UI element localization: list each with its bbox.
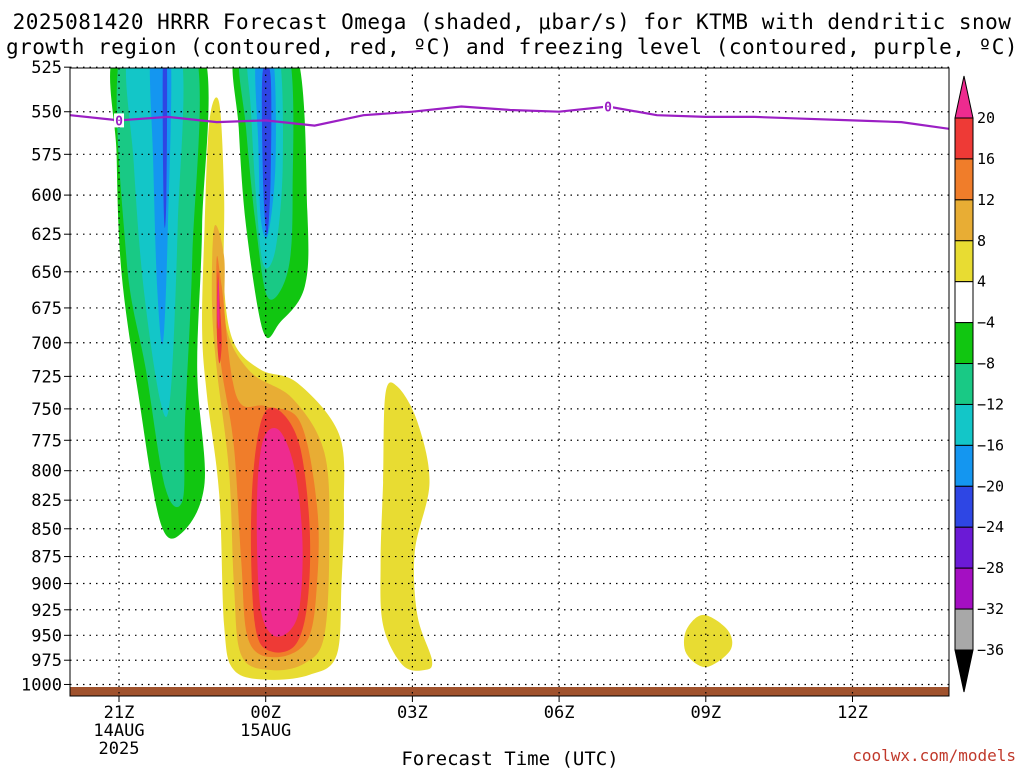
colorbar-label: 4: [977, 273, 986, 291]
ground-surface: [70, 687, 949, 696]
colorbar-bin: [954, 649, 974, 693]
colorbar-label: −4: [977, 314, 995, 332]
omega-region-pos-20: [217, 278, 220, 330]
x-tick-label: 03Z: [397, 703, 428, 723]
y-tick-label: 575: [31, 145, 62, 165]
y-tick-label: 1000: [21, 675, 62, 695]
colorbar-bin: [954, 158, 974, 201]
chart-title-line-2: growth region (contoured, red, ºC) and f…: [5, 35, 1019, 59]
y-tick-label: 625: [31, 225, 62, 245]
colorbar-label: −24: [977, 518, 1004, 536]
colorbar-label: 16: [977, 150, 995, 168]
omega-region-neg-20: [162, 68, 168, 228]
colorbar-bin: [954, 363, 974, 405]
colorbar-bin: [954, 322, 974, 365]
credit-text: coolwx.com/models: [852, 746, 1016, 765]
contour-label-bg: [114, 113, 124, 128]
x-tick-date: 14AUG: [93, 721, 144, 741]
colorbar-label: −12: [977, 395, 1004, 413]
y-tick-label: 975: [31, 651, 62, 671]
omega-region-pos-20: [256, 427, 303, 637]
colorbar-label: −28: [977, 559, 1004, 577]
grid-lines: [70, 66, 949, 696]
y-tick-label: 525: [31, 58, 62, 78]
y-tick-label: 950: [31, 626, 62, 646]
colorbar-bin: [954, 117, 974, 160]
colorbar-label: −20: [977, 477, 1004, 495]
colorbar-bin: [954, 199, 974, 242]
colorbar-bin: [954, 608, 974, 651]
colorbar-bin: [954, 75, 974, 119]
y-tick-label: 725: [31, 367, 62, 387]
colorbar-label: 12: [977, 191, 995, 209]
x-tick-date: 15AUG: [240, 721, 291, 741]
x-tick-label: 09Z: [690, 703, 721, 723]
colorbar-bin: [954, 444, 974, 487]
freezing-level-line: [70, 105, 949, 130]
colorbar-bin: [954, 567, 974, 610]
y-tick-label: 850: [31, 520, 62, 540]
colorbar: 20 16 12 8 4 −4 −8 −12 −16 −20 −24 −28 −32 −36: [954, 75, 1004, 693]
omega-shading: [70, 68, 949, 696]
freezing-level-label: 0: [115, 114, 123, 129]
x-tick-label: 00Z: [250, 703, 281, 723]
colorbar-bin: [954, 526, 974, 569]
chart-title-line-1: 2025081420 HRRR Forecast Omega (shaded, …: [12, 10, 1012, 34]
colorbar-bin: [954, 403, 974, 446]
y-tick-label: 800: [31, 462, 62, 482]
freezing-level-label: 0: [604, 100, 612, 115]
y-tick-label: 825: [31, 491, 62, 511]
freezing-level-contour: 00: [70, 99, 949, 130]
colorbar-bin: [954, 485, 974, 528]
x-tick-year: 2025: [99, 739, 140, 759]
y-tick-label: 875: [31, 548, 62, 568]
y-tick-label: 750: [31, 400, 62, 420]
colorbar-label: 20: [977, 109, 995, 127]
colorbar-label: −8: [977, 355, 995, 373]
colorbar-bin: [954, 240, 974, 283]
x-tick-label: 06Z: [544, 703, 575, 723]
plot-frame: [69, 67, 950, 697]
colorbar-label: −32: [977, 600, 1004, 618]
y-tick-label: 775: [31, 431, 62, 451]
y-axis: 525 550 575 600 625 650 675 700 725 750 775 800 825 8…: [21, 58, 70, 695]
contour-label-bg: [603, 99, 613, 114]
y-tick-label: 700: [31, 334, 62, 354]
x-tick-label: 21Z: [104, 703, 135, 723]
omega-region-neg-20: [261, 68, 272, 235]
y-tick-label: 675: [31, 299, 62, 319]
y-tick-label: 600: [31, 186, 62, 206]
omega-region-pos-4: [380, 382, 433, 671]
colorbar-label: −36: [977, 641, 1004, 659]
y-tick-label: 925: [31, 601, 62, 621]
colorbar-label: 8: [977, 232, 986, 250]
colorbar-label: −16: [977, 436, 1004, 454]
x-axis-label: Forecast Time (UTC): [401, 748, 618, 768]
omega-region-pos-4: [683, 614, 733, 668]
colorbar-bin: [954, 281, 974, 324]
y-tick-label: 900: [31, 575, 62, 595]
y-tick-label: 550: [31, 103, 62, 123]
x-tick-label: 12Z: [837, 703, 868, 723]
y-tick-label: 650: [31, 263, 62, 283]
